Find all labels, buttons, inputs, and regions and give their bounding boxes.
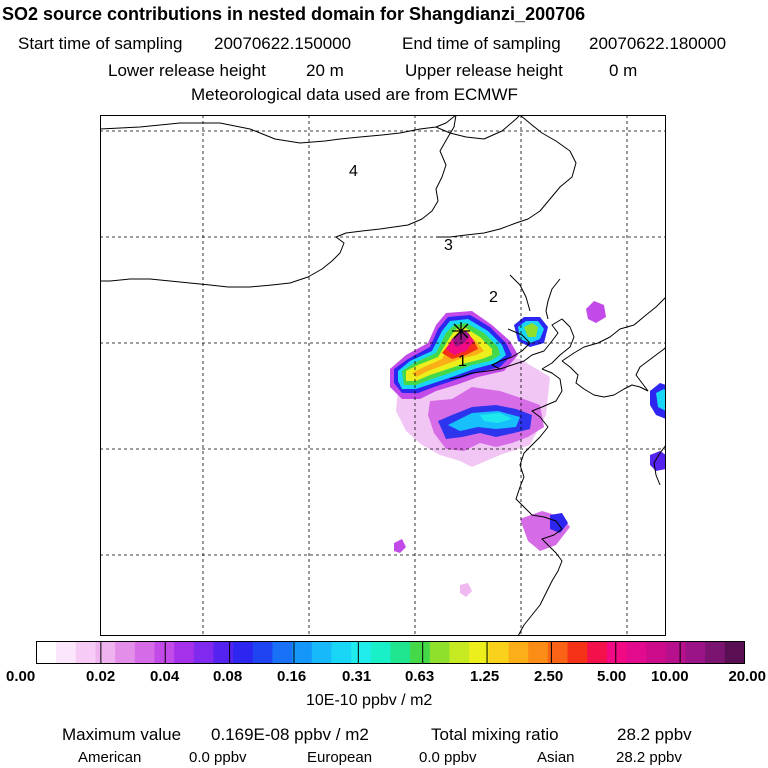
concentration-field [390,301,666,597]
colorbar-swatch [606,641,627,664]
colorbar-tick-label: 0.04 [150,668,180,685]
colorbar-units: 10E-10 ppbv / m2 [306,692,433,709]
colorbar-swatch [95,641,116,664]
colorbar-tick-label: 10.00 [651,668,689,685]
colorbar-tick-label: 20.00 [728,668,766,685]
total-mixing-label: Total mixing ratio [431,725,559,744]
colorbar-swatch [370,641,391,664]
colorbar-swatch [272,641,293,664]
region-label: 4 [349,163,358,180]
colorbar-swatch [213,641,234,664]
colorbar-tick-label: 0.00 [6,668,36,685]
colorbar-swatch [705,641,726,664]
lat-lon-grid [100,115,666,636]
coastline [100,115,666,636]
end-time-value: 20070622.180000 [589,34,727,53]
upper-release-label: Upper release height [405,61,563,80]
end-time-label: End time of sampling [402,34,561,53]
map-background [100,115,666,636]
colorbar-swatch [193,641,214,664]
colorbar-tick-label: 1.25 [470,668,500,685]
european-value: 0.0 ppbv [419,749,477,766]
colorbar-swatch [469,641,490,664]
colorbar-swatch [75,641,96,664]
asian-label: Asian [537,749,575,766]
european-label: European [307,749,373,766]
colorbar-swatch [252,641,273,664]
american-value: 0.0 ppbv [189,749,247,766]
colorbar-swatch [508,641,529,664]
colorbar-swatch [587,641,608,664]
plume-blob-east-green [524,323,538,337]
colorbar-tick-label: 0.02 [86,668,116,685]
colorbar-swatch [154,641,175,664]
meteorological-info: Meteorological data used are from ECMWF [191,85,518,104]
colorbar-swatch [390,641,411,664]
lower-release-value: 20 m [306,61,344,80]
max-value: 0.169E-08 ppbv / m2 [211,725,369,744]
colorbar-swatch [488,641,509,664]
colorbar-swatch [311,641,332,664]
plume-blob-sw [394,539,406,553]
colorbar-swatch [134,641,155,664]
plume-blob-s [460,583,472,597]
region-label: 2 [489,289,498,306]
source-contribution-map: 4 3 2 1 [100,115,666,636]
colorbar-tick-label: 0.08 [213,668,243,685]
lower-release-label: Lower release height [108,61,266,80]
asian-value: 28.2 ppbv [616,749,682,766]
colorbar-swatch [665,641,686,664]
colorbar-swatch [724,641,745,664]
plume-blob-right-cyan [656,389,666,411]
colorbar [36,641,745,664]
star-marker-icon [452,322,470,340]
colorbar-tick-label: 2.50 [534,668,564,685]
start-time-label: Start time of sampling [18,34,183,53]
colorbar-swatch [292,641,313,664]
american-label: American [78,749,142,766]
colorbar-swatch [36,641,57,664]
colorbar-swatch [626,641,647,664]
colorbar-swatch [429,641,450,664]
colorbar-frame [36,641,745,664]
plume-blob-ne [586,301,606,323]
start-time-value: 20070622.150000 [214,34,352,53]
colorbar-tick-label: 5.00 [597,668,627,685]
map-title: SO2 source contributions in nested domai… [2,4,586,24]
colorbar-swatch [646,641,667,664]
upper-release-value: 0 m [609,61,638,80]
max-value-label: Maximum value [62,725,182,744]
colorbar-swatch [547,641,568,664]
colorbar-swatch [351,641,372,664]
colorbar-tick-label: 0.31 [342,668,372,685]
colorbar-swatch [567,641,588,664]
colorbar-swatch [331,641,352,664]
colorbar-swatch [410,641,431,664]
colorbar-tick-label: 0.63 [405,668,435,685]
total-mixing-value: 28.2 ppbv [617,725,692,744]
colorbar-swatch [233,641,254,664]
region-label: 1 [458,353,467,370]
colorbar-swatch [56,641,77,664]
region-label: 3 [444,237,453,254]
map-frame [100,115,666,636]
colorbar-tick-label: 0.16 [277,668,307,685]
colorbar-swatch [685,641,706,664]
plume-blob-south-core [550,513,568,533]
colorbar-swatch [449,641,470,664]
colorbar-swatch [528,641,549,664]
plume-lower-cyan-core [480,413,512,423]
colorbar-swatch [115,641,136,664]
colorbar-swatch [174,641,195,664]
